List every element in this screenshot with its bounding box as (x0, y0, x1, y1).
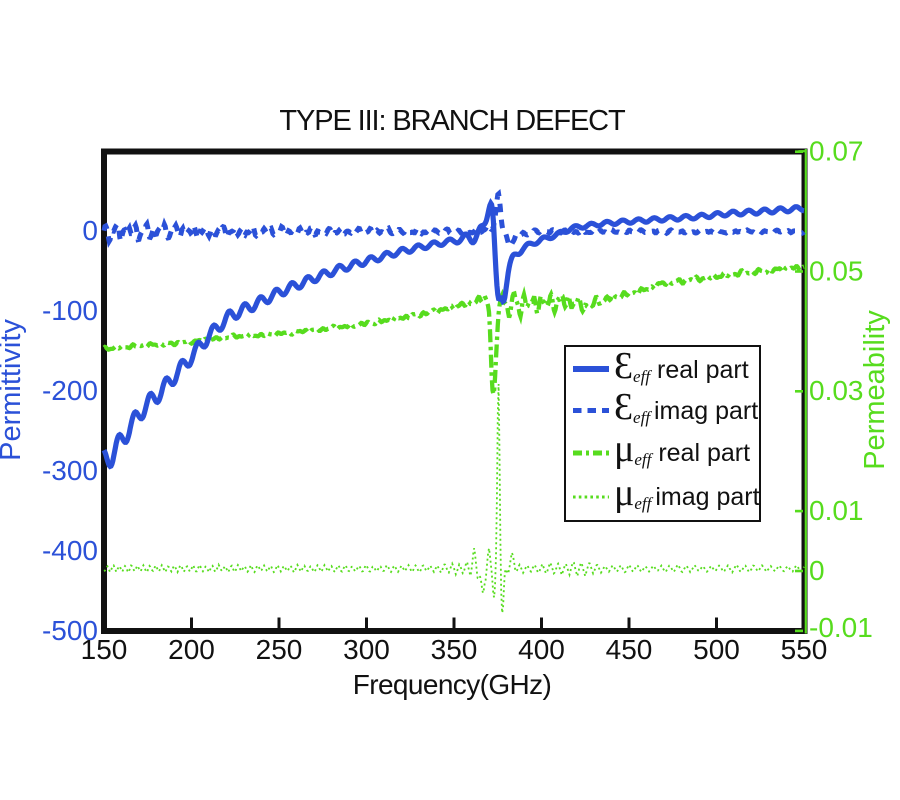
svg-text:μeff real part: μeff real part (614, 428, 750, 470)
svg-text:0.03: 0.03 (809, 375, 864, 406)
svg-text:150: 150 (81, 634, 128, 665)
svg-text:Ɛeff imag part: Ɛeff imag part (614, 386, 758, 428)
svg-text:Frequency(GHz): Frequency(GHz) (353, 669, 552, 700)
svg-text:-400: -400 (42, 535, 98, 566)
svg-text:-100: -100 (42, 295, 98, 326)
svg-text:0.01: 0.01 (809, 495, 864, 526)
svg-text:500: 500 (693, 634, 740, 665)
svg-text:-200: -200 (42, 375, 98, 406)
svg-text:550: 550 (781, 634, 828, 665)
svg-text:250: 250 (256, 634, 303, 665)
svg-text:400: 400 (518, 634, 565, 665)
svg-text:0: 0 (82, 215, 98, 246)
svg-text:-500: -500 (42, 615, 98, 646)
svg-text:0.05: 0.05 (809, 255, 864, 286)
svg-text:0: 0 (809, 555, 825, 586)
svg-text:TYPE III: BRANCH DEFECT: TYPE III: BRANCH DEFECT (279, 105, 626, 137)
svg-text:Permittivity: Permittivity (0, 319, 27, 461)
svg-text:-0.01: -0.01 (809, 612, 873, 643)
svg-text:Permeability: Permeability (859, 310, 891, 470)
svg-text:μeff imag part: μeff imag part (614, 472, 760, 514)
svg-text:-300: -300 (42, 455, 98, 486)
svg-text:200: 200 (168, 634, 215, 665)
svg-text:Ɛeff real part: Ɛeff real part (614, 345, 749, 387)
svg-text:300: 300 (343, 634, 390, 665)
svg-text:350: 350 (431, 634, 478, 665)
svg-text:450: 450 (606, 634, 653, 665)
svg-text:0.07: 0.07 (809, 136, 864, 167)
